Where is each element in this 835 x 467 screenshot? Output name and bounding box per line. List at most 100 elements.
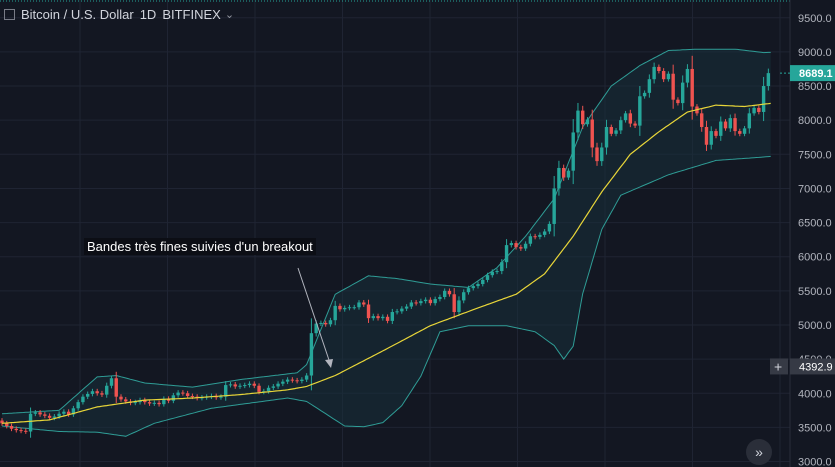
candle-up[interactable] — [90, 391, 95, 394]
candle-up[interactable] — [381, 316, 385, 319]
candle-up[interactable] — [85, 393, 90, 397]
plus-icon[interactable] — [770, 358, 788, 375]
candle-down[interactable] — [690, 68, 694, 107]
candle-down[interactable] — [723, 121, 728, 129]
candle-up[interactable] — [409, 302, 414, 307]
candle-up[interactable] — [28, 413, 33, 432]
candle-up[interactable] — [542, 231, 547, 235]
candle-up[interactable] — [319, 322, 323, 324]
candle-down[interactable] — [14, 428, 18, 431]
candle-up[interactable] — [333, 305, 337, 321]
candle-up[interactable] — [343, 307, 347, 310]
candle-down[interactable] — [447, 290, 452, 295]
candle-up[interactable] — [152, 402, 157, 404]
candle-up[interactable] — [500, 262, 504, 272]
candle-up[interactable] — [600, 147, 604, 162]
interval-label[interactable]: 1D — [139, 6, 157, 22]
candle-up[interactable] — [747, 113, 752, 129]
candle-up[interactable] — [271, 386, 276, 388]
candle-down[interactable] — [19, 430, 23, 432]
candle-down[interactable] — [257, 385, 261, 392]
candle-up[interactable] — [390, 312, 395, 321]
candle-up[interactable] — [685, 68, 690, 83]
candle-down[interactable] — [114, 378, 118, 397]
candle-up[interactable] — [490, 271, 494, 276]
candle-up[interactable] — [238, 385, 242, 387]
candle-up[interactable] — [623, 113, 628, 121]
candle-up[interactable] — [642, 92, 647, 97]
candle-down[interactable] — [124, 399, 128, 402]
candle-up[interactable] — [395, 311, 399, 313]
candle-down[interactable] — [628, 113, 633, 124]
candle-up[interactable] — [742, 128, 747, 134]
candle-down[interactable] — [385, 316, 390, 321]
candle-down[interactable] — [738, 131, 742, 134]
candle-down[interactable] — [609, 126, 613, 134]
candle-up[interactable] — [62, 411, 66, 414]
candle-up[interactable] — [557, 167, 561, 189]
candle-up[interactable] — [666, 73, 671, 80]
candle-down[interactable] — [671, 73, 675, 100]
candle-up[interactable] — [585, 119, 590, 125]
candle-up[interactable] — [224, 385, 228, 397]
candle-up[interactable] — [404, 306, 409, 309]
chevron-down-icon[interactable]: ⌄ — [224, 8, 235, 21]
candle-down[interactable] — [157, 402, 161, 405]
candle-up[interactable] — [438, 296, 442, 300]
candle-up[interactable] — [109, 378, 114, 386]
candle-up[interactable] — [571, 132, 575, 171]
candle-down[interactable] — [661, 71, 666, 80]
candle-down[interactable] — [581, 110, 585, 125]
candle-down[interactable] — [295, 380, 299, 382]
candle-up[interactable] — [171, 395, 176, 401]
candle-up[interactable] — [133, 402, 137, 404]
candle-up[interactable] — [576, 110, 580, 133]
candle-down[interactable] — [362, 302, 366, 305]
candle-down[interactable] — [9, 426, 14, 429]
candle-down[interactable] — [657, 66, 661, 72]
candle-up[interactable] — [647, 79, 652, 93]
candle-up[interactable] — [371, 316, 375, 319]
candle-down[interactable] — [633, 123, 637, 126]
candle-up[interactable] — [247, 383, 252, 386]
candle-up[interactable] — [552, 188, 556, 224]
candle-down[interactable] — [143, 400, 147, 403]
candle-down[interactable] — [185, 393, 190, 396]
candle-up[interactable] — [352, 307, 356, 309]
candle-up[interactable] — [504, 245, 509, 263]
candle-up[interactable] — [680, 82, 685, 104]
candle-down[interactable] — [290, 379, 295, 381]
candle-up[interactable] — [638, 96, 642, 126]
candle-up[interactable] — [423, 299, 428, 302]
candle-up[interactable] — [304, 375, 309, 380]
candle-down[interactable] — [757, 107, 761, 112]
candle-up[interactable] — [243, 385, 247, 387]
candle-down[interactable] — [452, 294, 456, 313]
candle-down[interactable] — [24, 430, 28, 432]
candle-up[interactable] — [466, 288, 471, 293]
candle-down[interactable] — [704, 126, 709, 145]
candle-up[interactable] — [709, 131, 713, 145]
candle-up[interactable] — [105, 385, 109, 395]
candle-up[interactable] — [566, 170, 571, 178]
candle-up[interactable] — [228, 384, 233, 386]
candle-up[interactable] — [357, 302, 361, 308]
candle-down[interactable] — [376, 316, 380, 319]
candle-up[interactable] — [471, 286, 475, 289]
candle-down[interactable] — [95, 391, 99, 394]
candle-up[interactable] — [476, 284, 480, 287]
candle-down[interactable] — [47, 415, 52, 418]
candle-down[interactable] — [414, 302, 418, 304]
candle-up[interactable] — [523, 243, 528, 249]
candle-down[interactable] — [338, 305, 342, 310]
candle-up[interactable] — [462, 292, 466, 301]
candle-down[interactable] — [190, 395, 195, 397]
candle-down[interactable] — [714, 131, 718, 136]
candle-up[interactable] — [457, 300, 461, 313]
candle-up[interactable] — [619, 120, 623, 131]
candle-down[interactable] — [533, 236, 537, 238]
candle-down[interactable] — [38, 412, 42, 415]
candle-up[interactable] — [538, 234, 542, 237]
candle-down[interactable] — [147, 402, 152, 404]
candle-down[interactable] — [366, 304, 371, 319]
